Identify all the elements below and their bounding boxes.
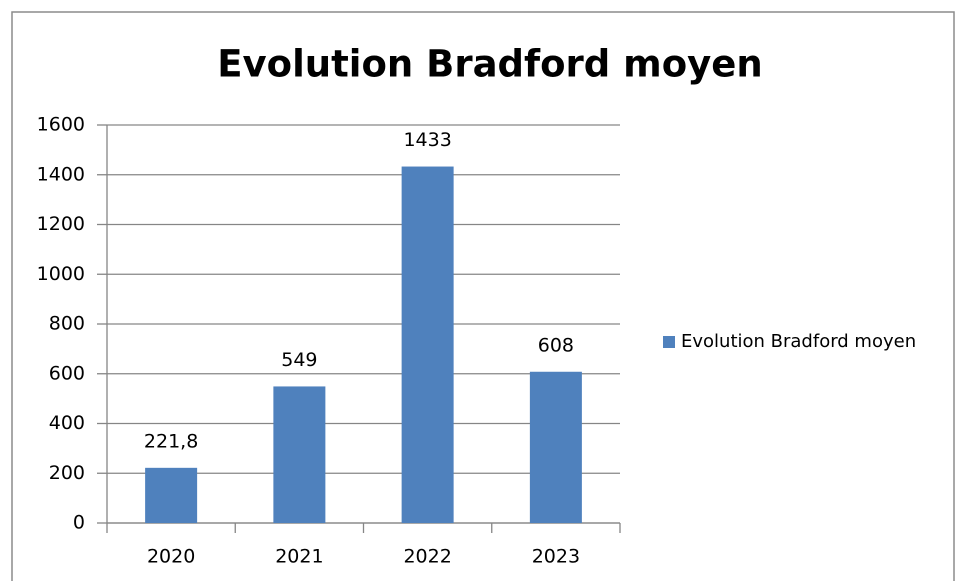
bar [273, 386, 326, 523]
y-tick-label: 800 [49, 313, 85, 335]
legend-label: Evolution Bradford moyen [681, 331, 916, 352]
data-label: 549 [281, 349, 317, 371]
data-label: 608 [538, 334, 574, 356]
y-tick-label: 1200 [37, 213, 85, 235]
x-tick-label: 2022 [403, 546, 451, 568]
x-tick-label: 2021 [275, 546, 323, 568]
y-tick-label: 600 [49, 362, 85, 384]
bar [529, 371, 582, 523]
y-tick-label: 1400 [37, 163, 85, 185]
legend-swatch [663, 336, 675, 348]
y-tick-label: 1000 [37, 263, 85, 285]
data-label: 221,8 [144, 430, 198, 452]
chart-title: Evolution Bradford moyen [217, 43, 762, 86]
x-tick-label: 2023 [532, 546, 580, 568]
bar [145, 467, 198, 523]
y-tick-label: 200 [49, 462, 85, 484]
y-tick-label: 1600 [37, 114, 85, 136]
bar [401, 166, 454, 523]
x-tick-label: 2020 [147, 546, 195, 568]
y-tick-label: 400 [49, 412, 85, 434]
data-label: 1433 [403, 129, 451, 151]
y-tick-label: 0 [73, 512, 85, 534]
